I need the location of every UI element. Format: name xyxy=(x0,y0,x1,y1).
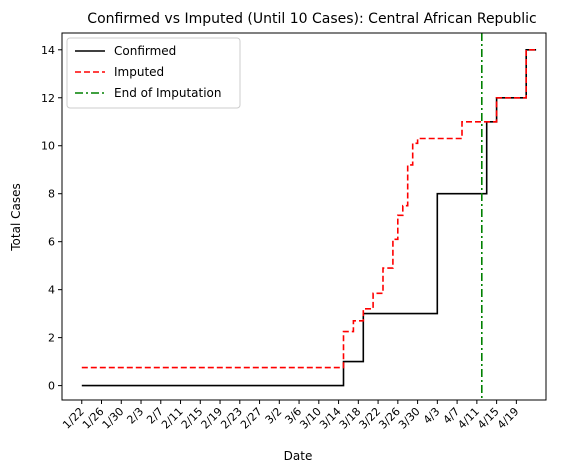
series-imputed-line xyxy=(81,48,537,369)
chart-title: Confirmed vs Imputed (Until 10 Cases): C… xyxy=(87,11,536,27)
y-axis: 0 2 4 6 8 10 12 14 xyxy=(41,44,62,393)
y-tick-label: 12 xyxy=(41,92,55,105)
y-tick-label: 4 xyxy=(48,284,55,297)
legend-label: End of Imputation xyxy=(114,86,222,100)
legend-label: Imputed xyxy=(114,65,164,79)
legend: Confirmed Imputed End of Imputation xyxy=(66,37,241,109)
y-tick-label: 0 xyxy=(48,380,55,393)
y-tick-label: 10 xyxy=(41,140,55,153)
plot-frame xyxy=(61,32,547,401)
x-axis-title: Date xyxy=(284,449,313,463)
y-tick-label: 6 xyxy=(48,236,55,249)
legend-label: Confirmed xyxy=(114,44,176,58)
legend-box xyxy=(66,37,241,109)
plot-series xyxy=(81,33,537,400)
y-tick-label: 8 xyxy=(48,188,55,201)
y-tick-label: 2 xyxy=(48,332,55,345)
y-axis-title: Total Cases xyxy=(9,183,23,251)
y-tick-label: 14 xyxy=(41,44,55,57)
